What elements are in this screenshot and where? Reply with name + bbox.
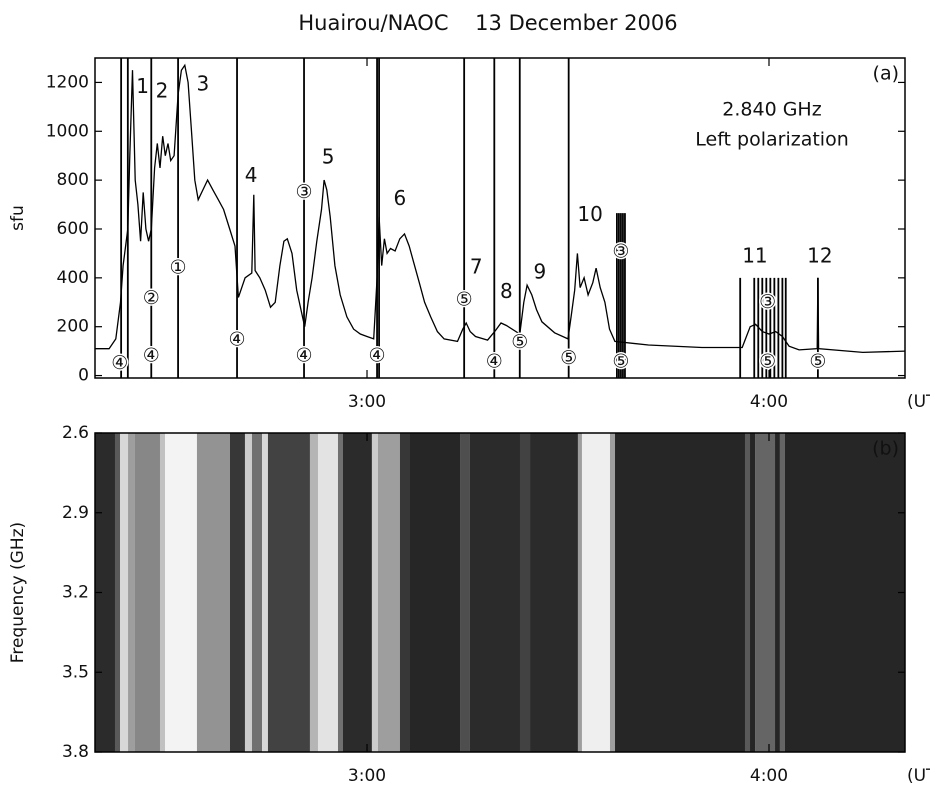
event-label: ③	[612, 241, 629, 263]
spectrogram-column	[337, 433, 344, 752]
event-label: 12	[807, 244, 832, 268]
spectrogram-column	[779, 433, 785, 752]
spectrogram-column	[615, 433, 745, 752]
y-tick-label: 2.6	[62, 423, 89, 443]
event-label: 4	[245, 163, 258, 187]
plot-frame	[94, 432, 906, 753]
panel-label: (a)	[873, 63, 899, 85]
event-label: ⑤	[456, 288, 473, 310]
event-label: ⑤	[560, 347, 577, 369]
event-label: 8	[500, 279, 513, 303]
spectrogram-column	[530, 433, 578, 752]
annotation: Left polarization	[695, 129, 849, 151]
event-label: 9	[533, 259, 546, 283]
event-label: ⑤	[809, 351, 826, 373]
spectrogram-column	[267, 433, 310, 752]
y-tick-label: 3.8	[62, 742, 89, 762]
event-label: ④	[296, 345, 313, 367]
y-tick-label: 1200	[46, 72, 89, 92]
spectrogram-column	[309, 433, 318, 752]
y-tick-label: 600	[57, 219, 89, 239]
spectrogram-column	[609, 433, 616, 752]
spectrogram-column	[784, 433, 905, 752]
spectrogram-column	[755, 433, 776, 752]
spectrogram-column	[262, 433, 268, 752]
flux-line	[95, 63, 906, 354]
event-label: 6	[393, 186, 406, 210]
spectrogram-column	[744, 433, 751, 752]
x-tick-label: 3:00	[348, 766, 386, 786]
event-label: 1	[136, 74, 149, 98]
spectrogram-column	[519, 433, 531, 752]
spectrogram-column	[469, 433, 520, 752]
y-tick-label: 800	[57, 170, 89, 190]
x-tick-label: 4:00	[750, 392, 788, 412]
spectrogram-column	[371, 433, 378, 752]
panel-label: (b)	[872, 438, 899, 460]
y-tick-label: 2.9	[62, 503, 89, 523]
spectrogram-column	[165, 433, 197, 752]
spectrogram-column	[251, 433, 263, 752]
event-label: 5	[322, 145, 335, 169]
spectrogram-column	[410, 433, 461, 752]
x-tick-label: 4:00	[750, 766, 788, 786]
spectrogram-column	[775, 433, 780, 752]
event-label: ④	[111, 352, 128, 374]
x-axis-label: (UT)	[907, 392, 930, 412]
y-axis-label: Frequency (GHz)	[8, 522, 28, 663]
spectrogram-column	[134, 433, 160, 752]
y-tick-label: 3.5	[62, 662, 89, 682]
event-label: ②	[143, 287, 160, 309]
y-tick-label: 200	[57, 317, 89, 337]
spectrogram-column	[114, 433, 121, 752]
spectrogram-column	[460, 433, 470, 752]
spectrogram-column	[159, 433, 166, 752]
plot-frame	[94, 57, 906, 379]
y-axis-label: sfu	[8, 205, 28, 231]
y-tick-label: 0	[78, 366, 89, 386]
y-tick-label: 400	[57, 268, 89, 288]
event-label: 10	[577, 202, 602, 226]
event-label: ⑤	[612, 351, 629, 373]
chart-title: Huairou/NAOC 13 December 2006	[298, 11, 677, 35]
spectrogram-column	[399, 433, 410, 752]
event-label: 7	[470, 255, 483, 279]
spectrogram-column	[244, 433, 252, 752]
event-label: ③	[759, 291, 776, 313]
event-label: ④	[486, 351, 503, 373]
spectrogram-column	[577, 433, 582, 752]
spectrogram-column	[581, 433, 610, 752]
event-label: ④	[143, 345, 160, 367]
event-label: ①	[170, 257, 187, 279]
event-label: ③	[296, 181, 313, 203]
spectrogram-column	[377, 433, 400, 752]
x-axis-label: (UT)	[907, 766, 930, 786]
event-label: ⑤	[511, 331, 528, 353]
spectrogram-column	[317, 433, 338, 752]
spectrogram-column	[120, 433, 129, 752]
event-label: ④	[229, 329, 246, 351]
y-tick-label: 1000	[46, 121, 89, 141]
spectrogram-column	[196, 433, 230, 752]
event-label: 3	[196, 71, 209, 95]
event-label: ⑤	[759, 351, 776, 373]
x-tick-label: 3:00	[348, 392, 386, 412]
spectrogram-column	[750, 433, 756, 752]
event-label: 2	[156, 79, 169, 103]
event-label: 11	[742, 244, 767, 268]
spectrogram-column	[230, 433, 245, 752]
annotation: 2.840 GHz	[722, 99, 821, 121]
event-label: ④	[369, 345, 386, 367]
spectrogram-column	[128, 433, 135, 752]
spectrogram-column	[343, 433, 372, 752]
y-tick-label: 3.2	[62, 583, 89, 603]
